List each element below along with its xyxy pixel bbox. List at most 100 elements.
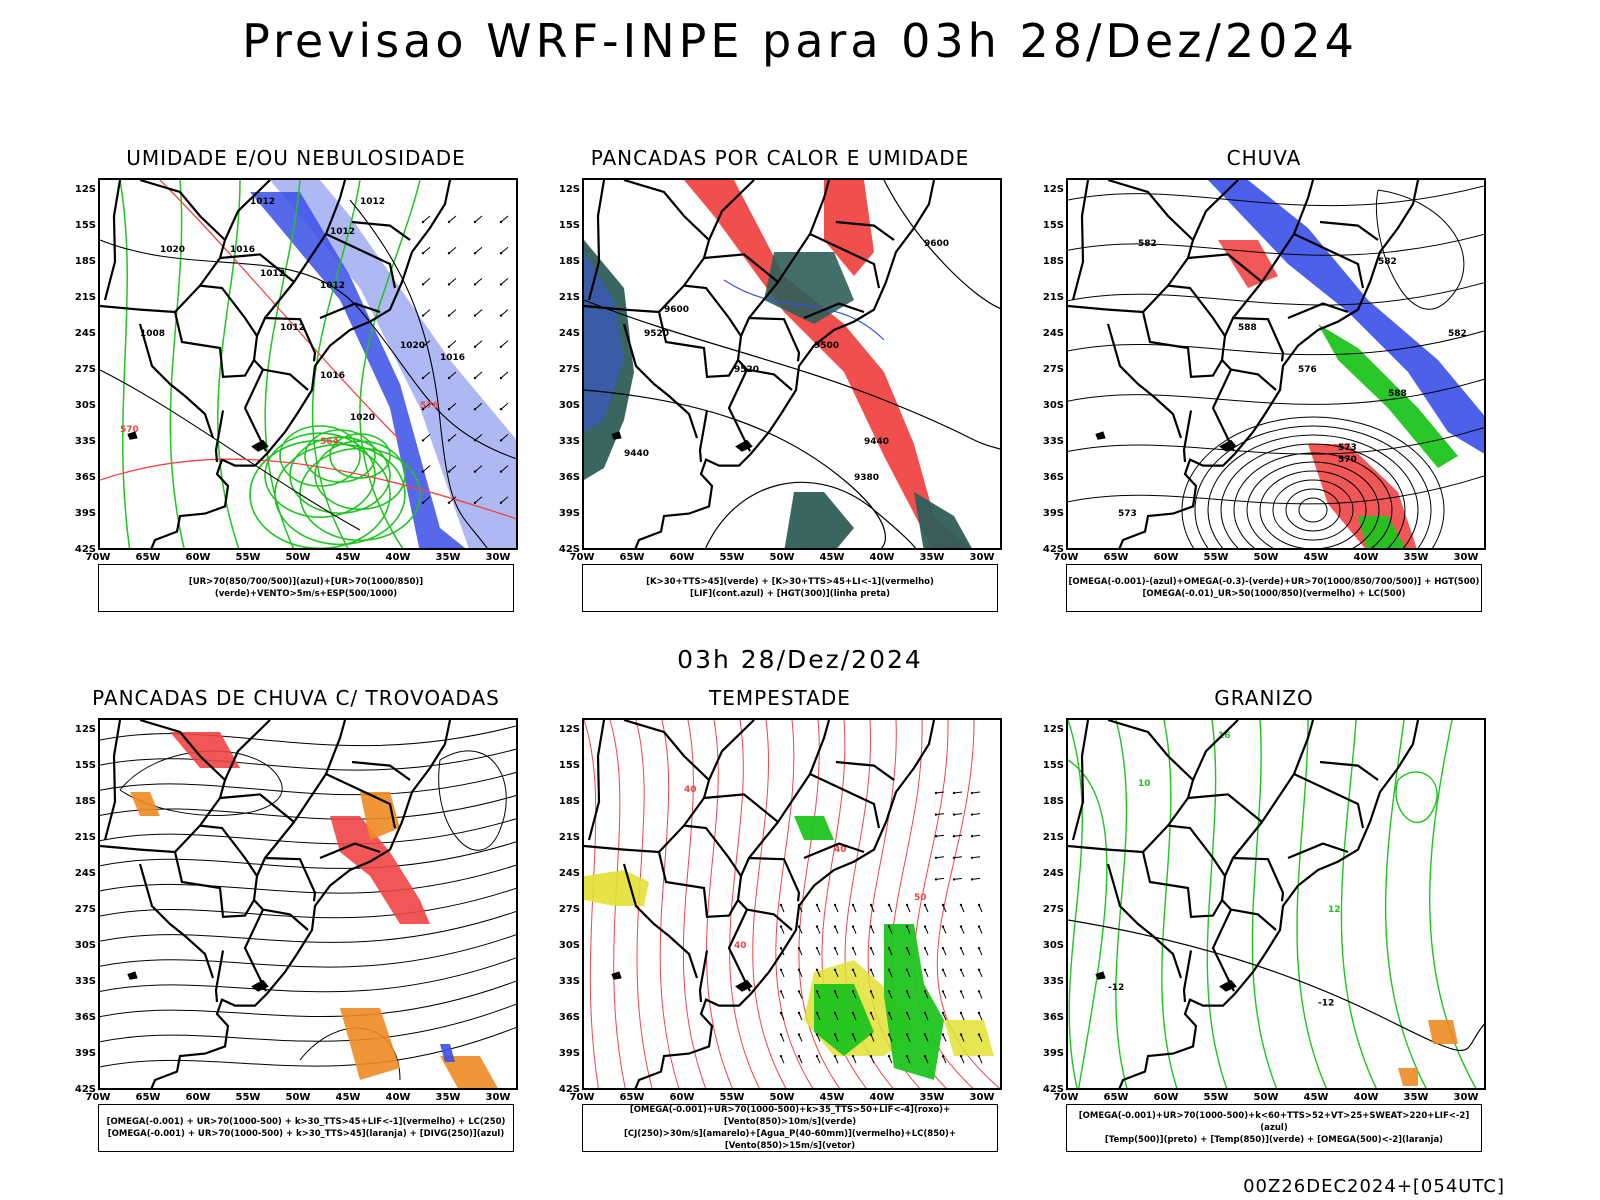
wind-vector [953, 877, 963, 880]
map-layer: 1012 1012 1012 1016 1020 1012 1012 1020 1012 1008… [100, 180, 516, 548]
vector-head [905, 1011, 909, 1015]
border-line [657, 824, 743, 918]
streamline [1068, 378, 1484, 405]
hail-area-orange [1428, 1020, 1458, 1044]
vector-head [473, 345, 477, 348]
wind-vector [960, 1012, 965, 1021]
lake [611, 431, 622, 440]
contour-label: 9440 [624, 449, 649, 459]
temperature-850-contour [1161, 720, 1178, 1088]
wind-vector [474, 340, 483, 348]
instability-area-south-east [914, 492, 972, 548]
wind-vector [906, 1056, 911, 1064]
latitude-label: 15S [1042, 760, 1064, 771]
border-line [746, 368, 793, 391]
streamline [100, 910, 516, 943]
longitude-label: 70W [85, 552, 111, 563]
latitude-label: 12S [74, 724, 96, 735]
wind-vector [942, 948, 947, 956]
map-umidade[interactable]: 1012 1012 1012 1016 1020 1012 1012 1020 1012 1008… [98, 178, 518, 550]
longitude-label: 45W [335, 552, 361, 563]
main-title: Previsao WRF-INPE para 03h 28/Dez/2024 [242, 14, 1358, 68]
border-line [325, 773, 397, 829]
vector-head [977, 925, 981, 928]
vector-head [833, 990, 837, 993]
map-pancadas[interactable]: 9600 9600 9520 9520 9500 9440 9440 9380 [582, 178, 1002, 550]
vector-head [952, 835, 956, 838]
wind-vector [798, 1056, 803, 1064]
border-line [138, 863, 215, 979]
wind-vector [798, 1034, 803, 1042]
longitude-label: 30W [1453, 552, 1479, 563]
border-line [319, 842, 381, 860]
vector-head [905, 1033, 909, 1036]
streamline [1068, 233, 1484, 256]
wind-vector [870, 926, 875, 934]
longitude-label: 50W [1253, 1092, 1279, 1103]
vector-head [473, 252, 477, 255]
wind-vector [852, 969, 857, 977]
vector-head [815, 1011, 819, 1015]
border-line [173, 824, 259, 918]
wind-vector [422, 309, 431, 316]
longitude-label: 40W [1353, 1092, 1379, 1103]
vector-head [447, 252, 451, 255]
vector-head [887, 968, 891, 971]
wind-vector [474, 309, 483, 316]
temperature-850-contour [1068, 759, 1108, 1088]
vector-head [941, 1033, 945, 1036]
border-line [262, 908, 309, 931]
legend-line: [OMEGA(-0.001)-(azul)+OMEGA(-0.3)-(verde… [1068, 577, 1480, 587]
border-line [1231, 856, 1285, 902]
vector-head [887, 1011, 891, 1015]
coastline [1118, 720, 1420, 1088]
wind-vector [942, 1034, 947, 1042]
hail-area-orange-south [1398, 1068, 1418, 1086]
height-contour-low [1194, 425, 1432, 548]
vector-head [869, 925, 873, 928]
legend-line: [CJ(250)>30m/s](amarelo)+[Agua_P(40-60mm… [623, 1129, 957, 1151]
wind-vector [448, 496, 457, 504]
rain-area-red-north [1218, 240, 1278, 288]
instability-area-blue [584, 252, 624, 432]
vector-head [797, 925, 801, 928]
vector-head [421, 376, 425, 380]
height-contour-low [1272, 479, 1354, 541]
latitude-label: 36S [558, 472, 580, 483]
wind-vector [834, 926, 839, 934]
wind-vector [834, 969, 839, 977]
legend-line: [OMEGA(-0.001)+UR>70(1000-500)+k>35_TTS>… [629, 1105, 951, 1127]
vector-head [869, 1055, 873, 1058]
panel-title: UMIDADE E/OU NEBULOSIDADE [126, 146, 466, 170]
latitude-label: 30S [1042, 940, 1064, 951]
thunderstorm-area-orange-se [440, 1056, 498, 1088]
height-contour-low [1246, 461, 1380, 548]
height-contour [705, 481, 916, 548]
wind-vector [942, 926, 947, 934]
wind-vector [935, 834, 945, 837]
instability-area-red-north [824, 180, 874, 276]
wind-vector [780, 926, 785, 934]
legend-line: [K>30+TTS>45](verde) + [K>30+TTS>45+LI<-… [646, 577, 934, 587]
border-line [1191, 720, 1239, 781]
vector-head [421, 408, 425, 411]
thunderstorm-area-orange-west [130, 792, 160, 816]
vector-head [959, 990, 963, 993]
vector-head [952, 878, 956, 881]
jet-area-west [584, 870, 649, 906]
vector-head [970, 835, 974, 838]
vector-head [815, 990, 819, 993]
map-granizo[interactable]: -12 -12 10 12 16 [1066, 718, 1486, 1090]
instability-area-red [684, 180, 970, 548]
map-chuva[interactable]: 582 582 588 582 576 573 570 573 588 [1066, 178, 1486, 550]
humidity-contour-low [249, 439, 391, 548]
wind-vector [960, 1056, 965, 1064]
wind-vector [978, 1034, 983, 1042]
wind-vector [870, 904, 875, 913]
wind-vector [422, 246, 431, 254]
map-trovoadas[interactable] [98, 718, 518, 1090]
map-tempestade[interactable]: 40 40 50 40 [582, 718, 1002, 1090]
vector-head [797, 1011, 801, 1015]
border-line [1287, 842, 1349, 860]
border-line [727, 359, 751, 452]
